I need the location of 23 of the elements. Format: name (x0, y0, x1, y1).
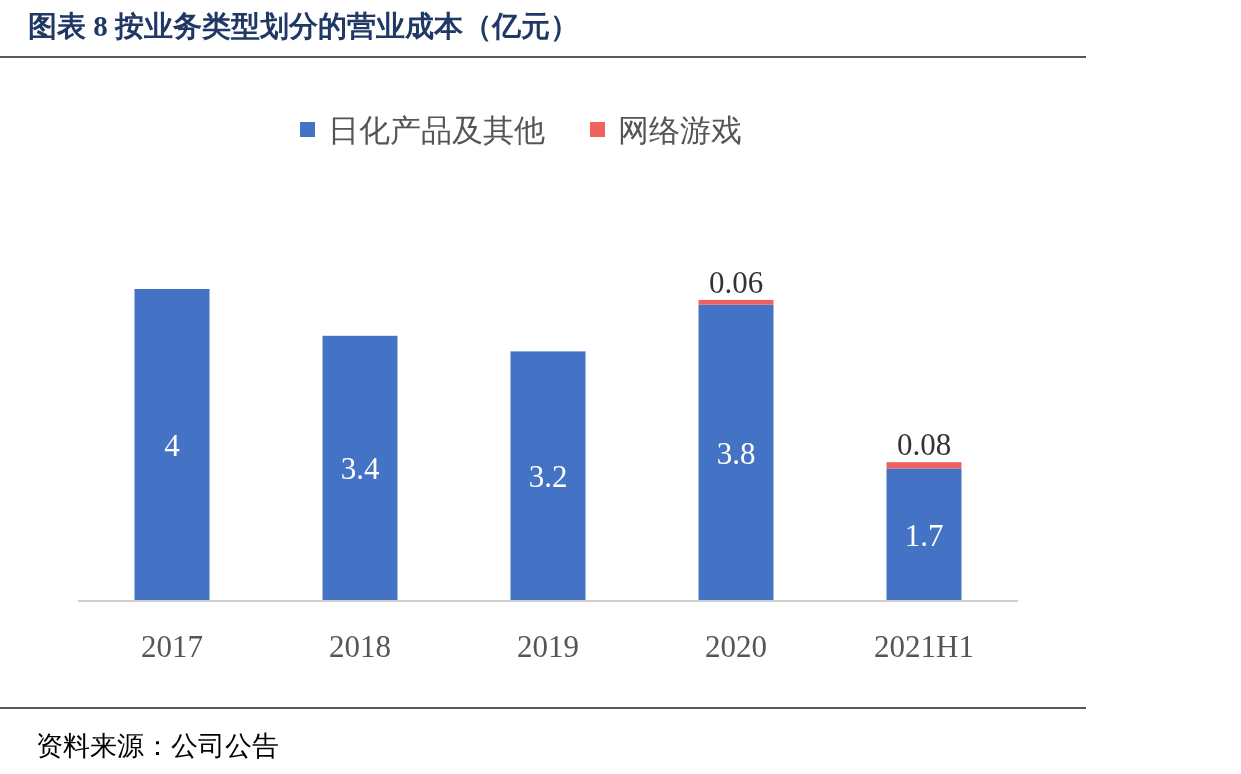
x-tick-label: 2017 (141, 629, 203, 664)
data-label: 4 (164, 428, 181, 463)
x-tick-label: 2021H1 (874, 629, 974, 664)
data-label: 3.2 (528, 459, 568, 495)
legend-label: 日化产品及其他 (328, 113, 545, 148)
text: 资料来源：公司公告 (36, 731, 279, 761)
data-label: 3.4 (340, 451, 380, 487)
bar (510, 351, 586, 601)
legend-label: 网络游戏 (618, 113, 742, 148)
x-tick-label: 2019 (517, 629, 579, 664)
data-label: 0.08 (896, 427, 952, 463)
data-label: 3.8 (716, 435, 756, 471)
bar (322, 335, 398, 601)
bar (698, 304, 774, 601)
data-label: 1.7 (904, 517, 944, 553)
bar (886, 468, 962, 601)
bar (886, 462, 962, 469)
x-tick-label: 2020 (705, 629, 767, 664)
bar (698, 299, 774, 305)
x-tick-label: 2018 (329, 629, 391, 664)
data-label: 0.06 (708, 264, 764, 300)
bar (134, 289, 210, 601)
chart-title: 图表 8 按业务类型划分的营业成本（亿元） (28, 10, 579, 42)
